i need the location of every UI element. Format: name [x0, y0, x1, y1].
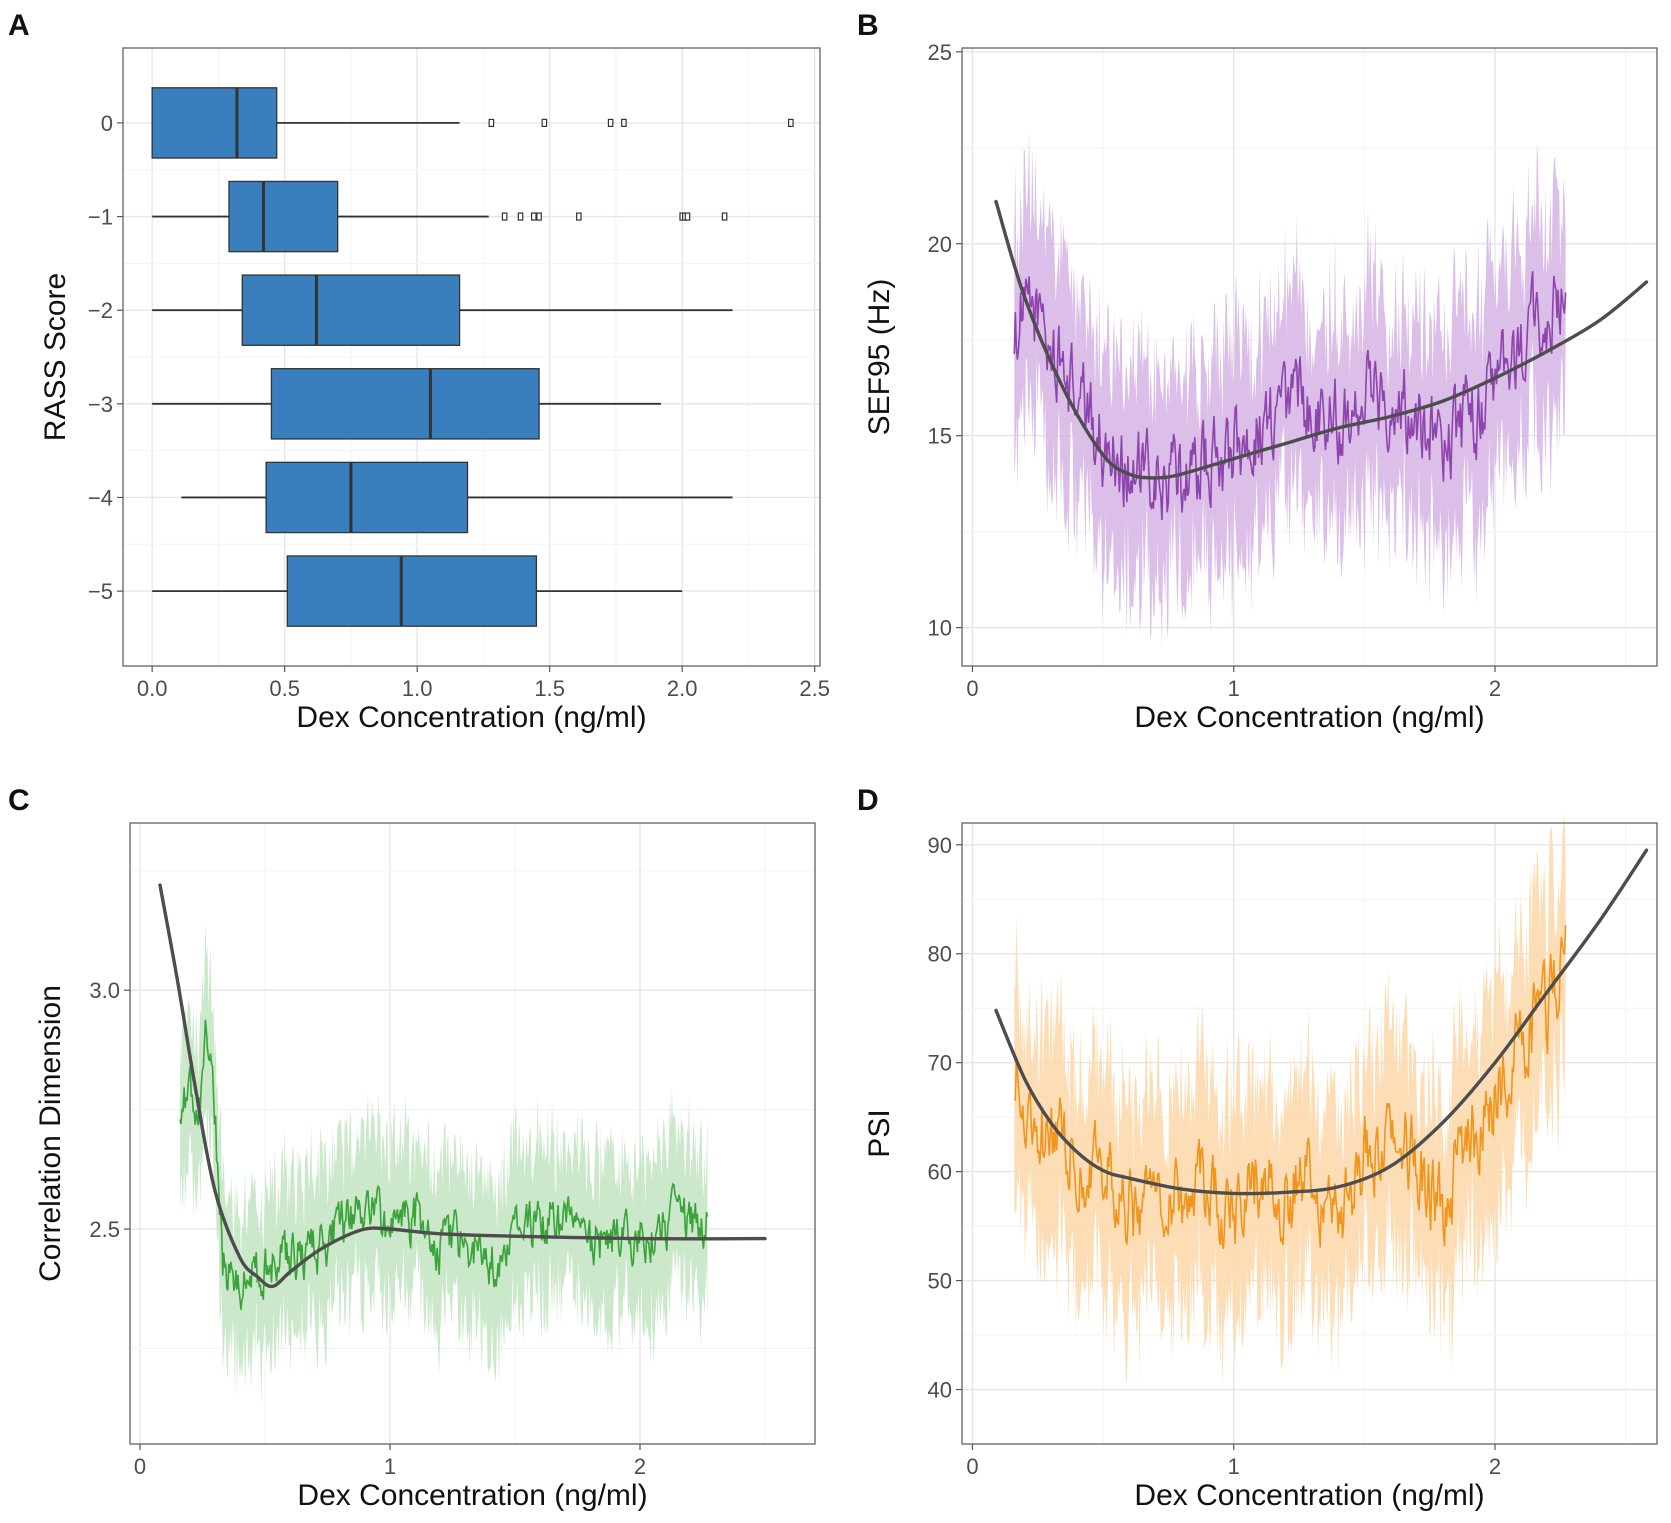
y-tick-label: −1 — [88, 205, 113, 230]
y-axis-title: RASS Score — [39, 273, 72, 441]
y-tick-label: −5 — [88, 579, 113, 604]
x-tick-label: 0 — [966, 676, 978, 701]
x-tick-label: 1 — [384, 1454, 396, 1479]
y-tick-label: 0 — [101, 111, 113, 136]
confidence-band — [1014, 812, 1566, 1392]
box — [265, 461, 469, 534]
y-tick-label: −3 — [88, 392, 113, 417]
outlier-point — [488, 118, 495, 128]
y-axis-title: Correlation Dimension — [34, 985, 67, 1282]
y-tick-label: 10 — [928, 616, 952, 641]
fitted-trend-line — [994, 199, 1649, 480]
y-tick-label: 2.5 — [89, 1217, 120, 1242]
plot-frame — [129, 822, 816, 1445]
outlier-point — [721, 212, 728, 221]
raw-series-line — [1013, 271, 1567, 521]
outlier-point — [530, 212, 537, 221]
x-tick-label: 2 — [1489, 676, 1501, 701]
x-tick-label: 2.0 — [667, 676, 698, 701]
confidence-band — [1014, 128, 1566, 648]
y-tick-label: −4 — [88, 485, 113, 510]
y-tick-label: 90 — [928, 833, 952, 858]
x-tick-label: 1.0 — [402, 676, 433, 701]
raw-series-line — [1013, 924, 1567, 1250]
outlier-point — [788, 118, 794, 128]
fitted-trend-line — [994, 848, 1649, 1196]
x-axis-title: Dex Concentration (ng/ml) — [1134, 701, 1484, 734]
panel-letter-d: D — [857, 784, 879, 817]
box — [270, 368, 540, 440]
box — [241, 274, 461, 346]
outlier-point — [607, 118, 614, 128]
x-tick-label: 2.5 — [799, 676, 830, 701]
raw-series-line — [179, 1019, 709, 1310]
x-tick-label: 2 — [1489, 1454, 1501, 1479]
y-tick-label: 40 — [928, 1378, 952, 1403]
outlier-point — [536, 212, 542, 221]
y-tick-label: 50 — [928, 1269, 952, 1294]
y-tick-label: 25 — [928, 40, 952, 65]
box — [228, 180, 339, 253]
plot-frame — [961, 822, 1658, 1445]
y-tick-label: 60 — [928, 1160, 952, 1185]
plot-frame — [961, 47, 1658, 667]
x-tick-label: 1 — [1228, 1454, 1240, 1479]
outlier-point — [517, 212, 524, 221]
y-tick-label: 70 — [928, 1051, 952, 1076]
outlier-point — [576, 212, 582, 221]
y-tick-label: −2 — [88, 298, 113, 323]
outlier-point — [684, 212, 691, 221]
plot-frame — [122, 47, 821, 667]
x-tick-label: 0 — [134, 1454, 146, 1479]
x-tick-label: 1 — [1228, 676, 1240, 701]
y-tick-label: 15 — [928, 424, 952, 449]
y-axis-title: SEF95 (Hz) — [863, 279, 896, 436]
x-tick-label: 0.5 — [269, 676, 300, 701]
x-axis-title: Dex Concentration (ng/ml) — [297, 1479, 647, 1512]
outlier-point — [541, 118, 548, 128]
box — [286, 555, 538, 627]
y-tick-label: 3.0 — [89, 978, 120, 1003]
x-tick-label: 0.0 — [137, 676, 168, 701]
x-axis-title: Dex Concentration (ng/ml) — [1134, 1479, 1484, 1512]
panel-a-chart: 0 −1 −2 −3 −4 −5 0.0 0.5 1.0 1.5 2.0 2.5 Dex Concent… — [39, 47, 830, 734]
x-tick-label: 2 — [634, 1454, 646, 1479]
confidence-band — [180, 920, 708, 1406]
outlier-point — [501, 212, 508, 221]
y-axis-title: PSI — [863, 1109, 896, 1157]
outlier-point — [621, 118, 627, 128]
y-tick-label: 20 — [928, 232, 952, 257]
panel-letter-b: B — [857, 9, 879, 42]
y-tick-label: 80 — [928, 942, 952, 967]
box — [151, 87, 278, 159]
x-tick-label: 1.5 — [534, 676, 565, 701]
fitted-trend-line — [158, 883, 767, 1289]
panel-letter-a: A — [8, 9, 30, 42]
x-tick-label: 0 — [966, 1454, 978, 1479]
x-axis-title: Dex Concentration (ng/ml) — [296, 701, 646, 734]
panel-letter-c: C — [8, 784, 30, 817]
